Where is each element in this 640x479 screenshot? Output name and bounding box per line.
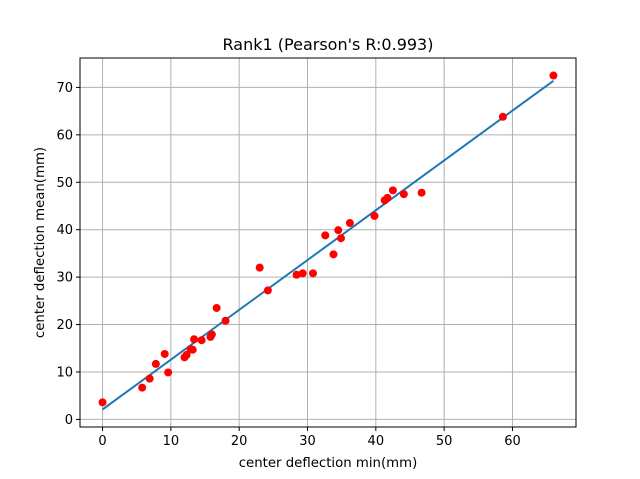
x-tick-label: 60 [504, 434, 521, 449]
data-point [188, 345, 197, 354]
data-point [399, 190, 408, 199]
x-tick-label: 40 [368, 434, 385, 449]
x-tick-label: 30 [299, 434, 316, 449]
data-point [263, 286, 272, 295]
data-point [549, 71, 558, 80]
data-point [197, 336, 206, 345]
y-tick-label: 70 [56, 81, 73, 96]
data-point [160, 349, 169, 358]
data-point [321, 231, 330, 240]
data-point [151, 359, 160, 368]
data-point [336, 234, 345, 243]
y-tick-label: 0 [65, 413, 73, 428]
data-point [190, 335, 199, 344]
data-point [388, 186, 397, 195]
data-point [98, 398, 107, 407]
data-point [164, 368, 173, 377]
fit-line [101, 79, 555, 411]
data-point [383, 193, 392, 202]
data-point [370, 211, 379, 220]
x-tick-label: 10 [163, 434, 180, 449]
data-point [308, 269, 317, 278]
data-point [221, 316, 230, 325]
data-point [207, 330, 216, 339]
data-point [417, 188, 426, 197]
x-tick-label: 50 [436, 434, 453, 449]
x-axis-label: center deflection min(mm) [239, 456, 418, 471]
data-point [298, 269, 307, 278]
x-tick-label: 20 [231, 434, 248, 449]
data-point [292, 270, 301, 279]
data-point [345, 219, 354, 228]
chart-title: Rank1 (Pearson's R:0.993) [223, 35, 434, 54]
y-tick-label: 50 [56, 176, 73, 191]
y-axis-label: center deflection mean(mm) [33, 147, 48, 338]
data-point [138, 383, 147, 392]
data-point [329, 250, 338, 259]
grid-layer [80, 58, 576, 427]
points-layer [98, 71, 558, 407]
data-point [145, 374, 154, 383]
y-tick-label: 30 [56, 271, 73, 286]
data-point [255, 263, 264, 272]
fit-line-layer [101, 79, 555, 411]
plot-frame [79, 57, 577, 428]
data-point [212, 303, 221, 312]
data-point [498, 112, 507, 121]
tick-layer: 0 10 20 30 40 50 60 0 10 20 30 40 50 60 70 [56, 81, 520, 449]
x-tick-label: 0 [98, 434, 106, 449]
y-tick-label: 20 [56, 318, 73, 333]
data-point [182, 350, 191, 359]
y-tick-label: 40 [56, 223, 73, 238]
data-point [334, 226, 343, 235]
y-tick-label: 60 [56, 128, 73, 143]
y-tick-label: 10 [56, 365, 73, 380]
